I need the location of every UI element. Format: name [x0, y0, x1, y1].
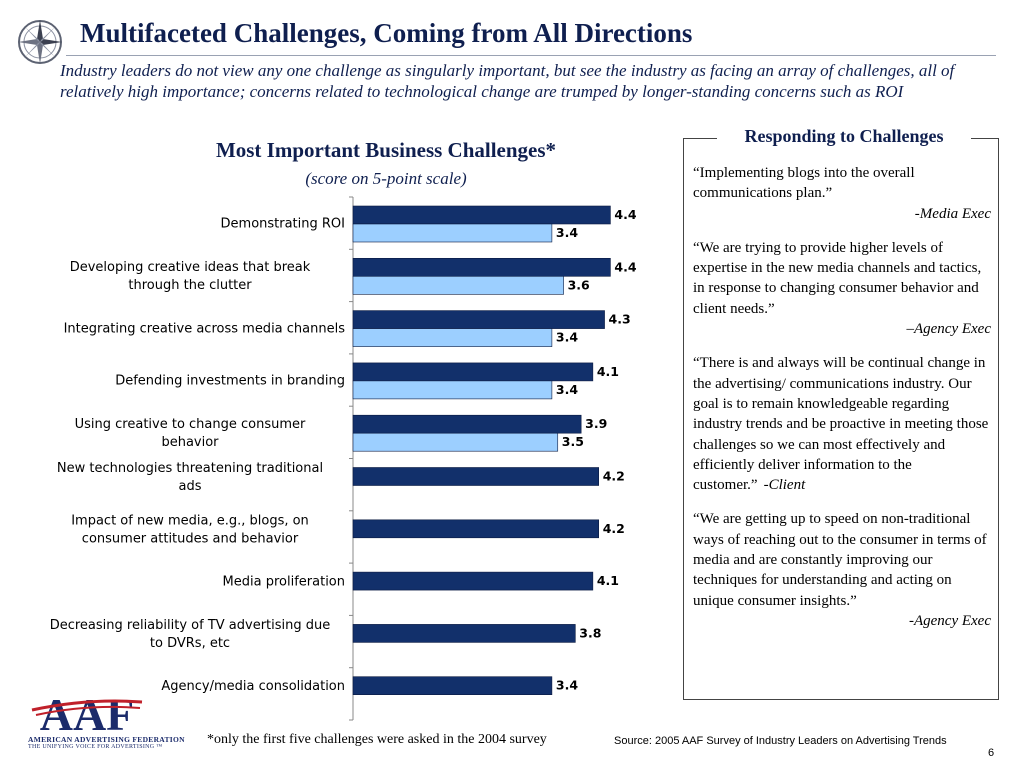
- quote-text: “There is and always will be continual c…: [693, 355, 989, 494]
- category-label-line: Developing creative ideas that break: [70, 260, 311, 275]
- value-label: 3.4: [556, 330, 578, 345]
- quote-text: “Implementing blogs into the overall com…: [693, 165, 915, 202]
- chart-subtitle: (score on 5-point scale): [305, 169, 467, 188]
- quote-item: “We are getting up to speed on non-tradi…: [693, 509, 991, 631]
- category-label-line: Decreasing reliability of TV advertising…: [50, 618, 331, 633]
- category-label: Developing creative ideas that break thro…: [70, 260, 311, 293]
- quote-attribution: -Agency Exec: [908, 612, 991, 629]
- value-label: 3.5: [562, 434, 584, 449]
- value-label: 3.6: [568, 277, 590, 292]
- bar-2004: [352, 432, 559, 452]
- value-label: 3.4: [556, 225, 578, 240]
- bar-2004: [352, 380, 553, 400]
- category-label-line: ads: [179, 479, 202, 494]
- category-label-line: through the clutter: [128, 278, 252, 293]
- category-label-line: consumer attitudes and behavior: [82, 531, 299, 546]
- category-label-line: Impact of new media, e.g., blogs, on: [71, 513, 309, 528]
- value-label: 4.2: [603, 521, 625, 536]
- quote-item: “Implementing blogs into the overall com…: [693, 163, 991, 224]
- value-label: 4.3: [609, 312, 631, 327]
- quote-attribution: -Media Exec: [914, 205, 991, 222]
- chart-footnote: *only the first five challenges were ask…: [207, 732, 547, 747]
- quote-attribution: –Agency Exec: [906, 321, 991, 338]
- chart-title: Most Important Business Challenges*: [215, 138, 557, 162]
- category-label-line: to DVRs, etc: [150, 636, 230, 651]
- quotes-list: “Implementing blogs into the overall com…: [693, 163, 991, 645]
- panel-title: Responding to Challenges: [717, 126, 971, 147]
- category-label-line: Agency/media consolidation: [161, 679, 345, 694]
- responding-panel: [683, 138, 999, 700]
- page-title: Multifaceted Challenges, Coming from All…: [80, 18, 693, 48]
- category-label: Defending investments in branding: [115, 374, 345, 389]
- value-label: 4.4: [614, 207, 636, 222]
- category-label: Decreasing reliability of TV advertising…: [50, 618, 331, 651]
- bar-chart: Demonstrating ROI 4.4 3.4 Developing creati…: [50, 196, 637, 721]
- category-label-line: Integrating creative across media channe…: [64, 321, 346, 336]
- bar-2005: [352, 519, 599, 539]
- category-label: New technologies threatening traditional…: [57, 461, 323, 494]
- category-label: Agency/media consolidation: [161, 679, 345, 694]
- quote-item: “We are trying to provide higher levels …: [693, 238, 991, 339]
- aaf-logo-mark: AAF: [31, 689, 143, 734]
- aaf-logo: AAF American Advertising Federation The …: [28, 688, 185, 750]
- quote-item: “There is and always will be continual c…: [693, 353, 991, 495]
- category-label: Using creative to change consumer behavio…: [75, 417, 306, 450]
- value-label: 3.8: [579, 625, 601, 640]
- value-label: 4.1: [597, 573, 619, 588]
- bar-2005: [352, 467, 599, 486]
- value-label: 3.4: [556, 678, 578, 693]
- bar-2005: [352, 624, 576, 643]
- panel-border-right: [971, 138, 999, 139]
- source-note: Source: 2005 AAF Survey of Industry Lead…: [614, 735, 947, 747]
- category-label-line: Using creative to change consumer: [75, 417, 306, 432]
- aaf-logo-name: American Advertising Federation: [28, 735, 185, 744]
- page-subtitle: Industry leaders do not view any one cha…: [60, 61, 955, 101]
- bar-2005: [352, 414, 582, 434]
- panel-border-left: [683, 138, 717, 139]
- value-label: 4.2: [603, 469, 625, 484]
- category-label: Media proliferation: [223, 575, 345, 590]
- bar-2005: [352, 257, 611, 277]
- category-label-line: Media proliferation: [223, 575, 345, 590]
- quote-text: “We are trying to provide higher levels …: [693, 239, 982, 317]
- value-label: 4.4: [614, 259, 636, 274]
- quote-attribution: -Client: [763, 477, 806, 494]
- value-label: 3.9: [585, 416, 607, 431]
- page-number: 6: [988, 747, 995, 759]
- title-divider: [66, 55, 996, 56]
- category-label-line: Demonstrating ROI: [221, 217, 345, 232]
- compass-rose-icon: [18, 20, 62, 64]
- bar-2005: [352, 205, 611, 225]
- category-label: Demonstrating ROI: [221, 217, 345, 232]
- bar-2005: [352, 676, 553, 696]
- bar-2005: [352, 362, 594, 382]
- category-label-line: Defending investments in branding: [115, 374, 345, 389]
- bar-2004: [352, 328, 553, 347]
- value-label: 3.4: [556, 382, 578, 397]
- aaf-logo-tagline: The Unifying Voice For Advertising ™: [28, 744, 163, 750]
- category-label: Impact of new media, e.g., blogs, on cons…: [71, 513, 309, 546]
- category-label-line: behavior: [161, 435, 219, 450]
- value-label: 4.1: [597, 364, 619, 379]
- quote-text: “We are getting up to speed on non-tradi…: [693, 511, 987, 609]
- bar-2004: [352, 223, 553, 243]
- bar-2005: [352, 310, 605, 329]
- bar-2005: [352, 571, 594, 591]
- category-label-line: New technologies threatening traditional: [57, 461, 323, 476]
- category-label: Integrating creative across media channe…: [64, 321, 346, 336]
- bar-2004: [352, 275, 564, 295]
